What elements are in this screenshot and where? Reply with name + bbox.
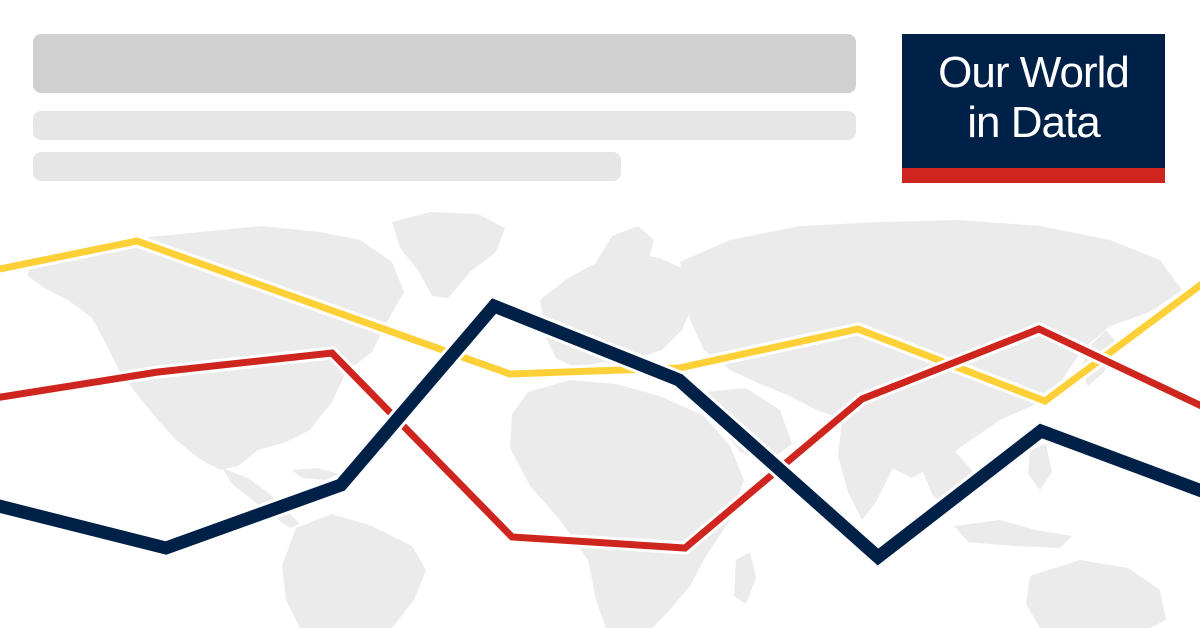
map-indonesia: [954, 520, 1072, 548]
logo-red-bar: [902, 168, 1165, 183]
logo-line-2: in Data: [967, 98, 1100, 147]
yellow-line-halo: [0, 234, 1200, 409]
map-africa: [510, 380, 744, 628]
navy-line: [0, 298, 1200, 566]
map-north-america: [28, 226, 404, 470]
subtitle-placeholder-line-1: [33, 111, 856, 140]
map-south-america: [282, 514, 426, 628]
yellow-line: [0, 237, 1200, 405]
map-asia: [680, 220, 1182, 478]
map-arabia: [706, 388, 792, 462]
map-india: [838, 420, 900, 520]
subtitle-placeholder-line-2: [33, 152, 621, 181]
map-madagascar: [734, 552, 756, 604]
map-philippines: [1028, 444, 1052, 490]
logo-text: Our World in Data: [902, 48, 1165, 148]
map-caribbean: [292, 468, 338, 480]
map-scandinavia: [596, 226, 654, 274]
map-greenland: [392, 212, 505, 298]
red-line: [0, 325, 1200, 552]
logo-line-1: Our World: [938, 48, 1130, 97]
our-world-in-data-logo: Our World in Data: [902, 34, 1165, 183]
map-australia: [1026, 560, 1166, 628]
title-placeholder: [33, 34, 856, 93]
